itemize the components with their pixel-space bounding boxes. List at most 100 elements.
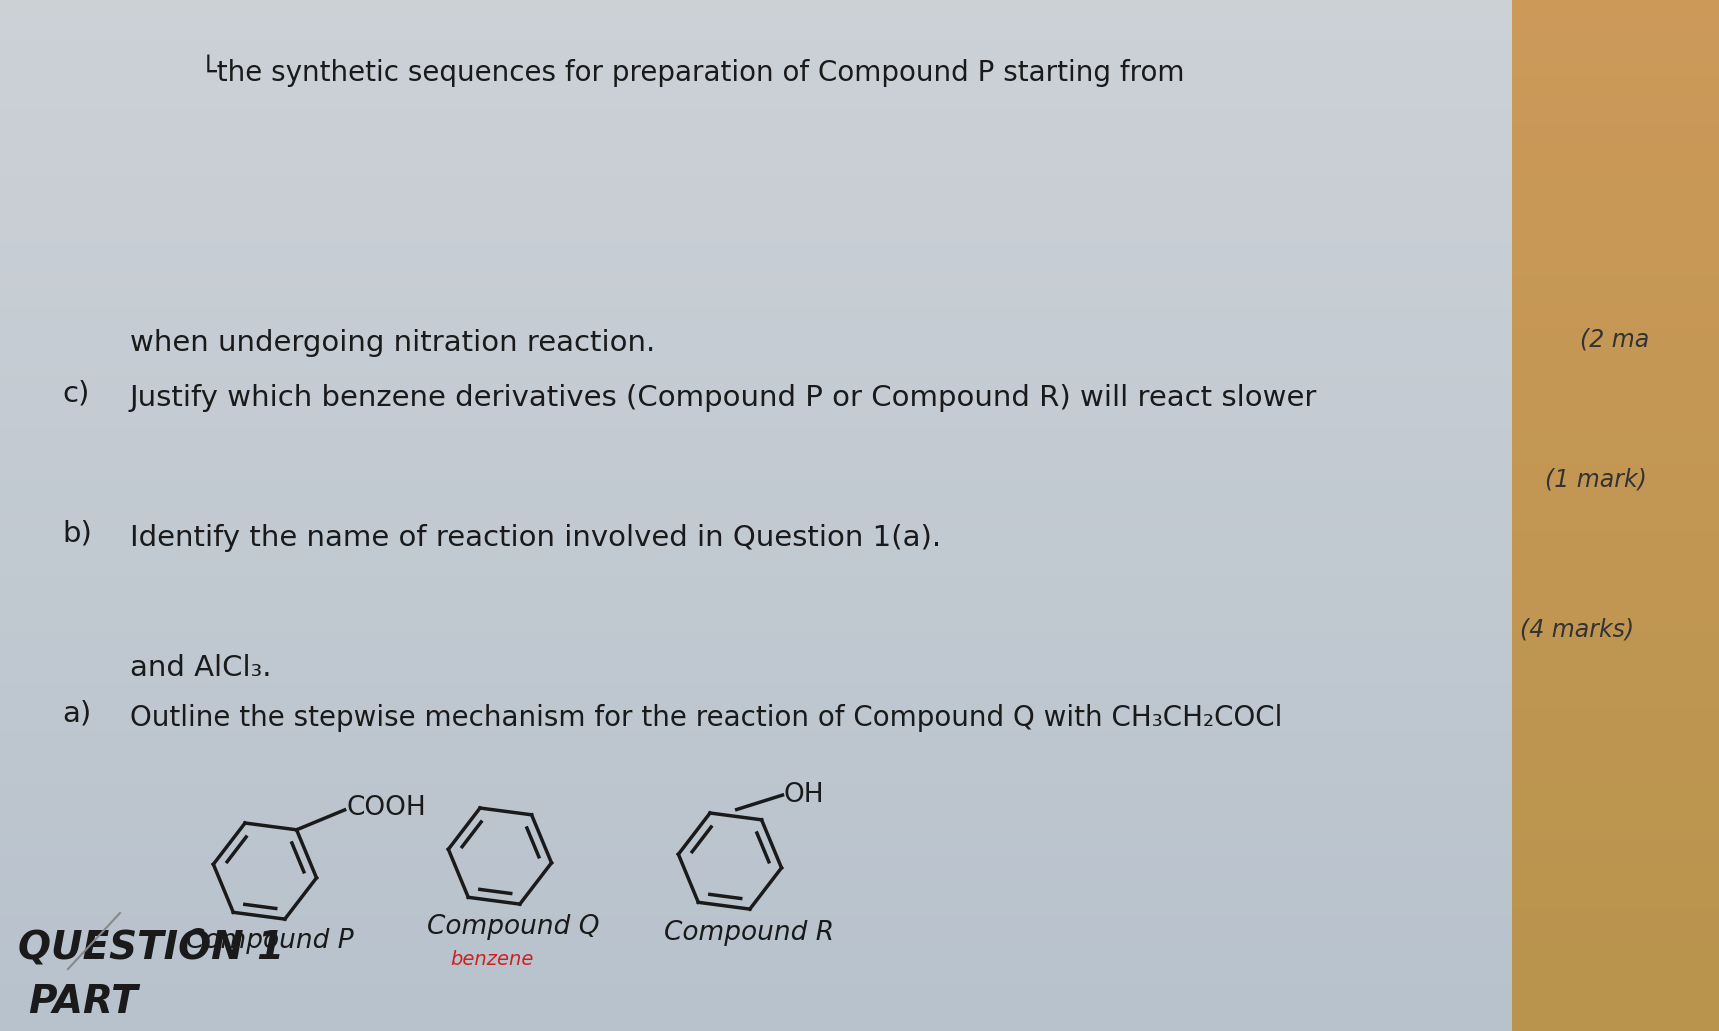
Bar xyxy=(1513,371,1719,373)
Bar xyxy=(1513,128,1719,129)
Bar xyxy=(1513,120,1719,121)
Bar xyxy=(1513,723,1719,724)
Bar xyxy=(1513,931,1719,932)
Bar xyxy=(1513,836,1719,838)
Bar xyxy=(1513,831,1719,833)
Bar xyxy=(0,544,1513,546)
Bar xyxy=(1513,370,1719,372)
Bar xyxy=(1513,296,1719,297)
Bar xyxy=(0,395,1513,396)
Bar xyxy=(1513,760,1719,761)
Bar xyxy=(0,220,1513,221)
Bar xyxy=(1513,609,1719,611)
Bar xyxy=(0,492,1513,493)
Bar xyxy=(0,95,1513,96)
Bar xyxy=(1513,1013,1719,1015)
Bar xyxy=(0,865,1513,867)
Bar xyxy=(1513,201,1719,203)
Bar xyxy=(0,867,1513,869)
Bar xyxy=(1513,476,1719,478)
Bar xyxy=(1513,1024,1719,1025)
Bar xyxy=(0,366,1513,368)
Bar xyxy=(0,860,1513,861)
Bar xyxy=(1513,510,1719,512)
Bar xyxy=(1513,488,1719,489)
Bar xyxy=(0,888,1513,889)
Bar xyxy=(0,574,1513,576)
Bar xyxy=(0,701,1513,703)
Bar xyxy=(1513,318,1719,319)
Bar xyxy=(0,340,1513,342)
Bar xyxy=(0,446,1513,448)
Bar xyxy=(1513,259,1719,260)
Bar xyxy=(0,525,1513,526)
Bar xyxy=(0,941,1513,943)
Bar xyxy=(1513,440,1719,442)
Bar xyxy=(0,657,1513,658)
Bar xyxy=(0,377,1513,379)
Bar xyxy=(1513,648,1719,650)
Bar xyxy=(0,784,1513,785)
Bar xyxy=(0,965,1513,967)
Bar xyxy=(1513,133,1719,135)
Bar xyxy=(1513,573,1719,575)
Bar xyxy=(0,577,1513,579)
Bar xyxy=(0,97,1513,98)
Bar xyxy=(0,250,1513,251)
Bar xyxy=(1513,1007,1719,1009)
Bar xyxy=(1513,865,1719,866)
Bar xyxy=(0,999,1513,1001)
Bar xyxy=(1513,989,1719,990)
Bar xyxy=(0,422,1513,423)
Bar xyxy=(0,135,1513,137)
Bar xyxy=(0,499,1513,501)
Bar xyxy=(1513,348,1719,350)
Bar xyxy=(0,718,1513,719)
Bar xyxy=(1513,389,1719,390)
Bar xyxy=(0,273,1513,275)
Bar xyxy=(0,224,1513,225)
Bar xyxy=(0,106,1513,108)
Bar xyxy=(0,85,1513,86)
Bar xyxy=(1513,534,1719,536)
Bar xyxy=(1513,864,1719,865)
Bar xyxy=(0,990,1513,991)
Bar xyxy=(0,959,1513,960)
Bar xyxy=(0,737,1513,739)
Bar xyxy=(0,509,1513,511)
Bar xyxy=(0,757,1513,758)
Bar xyxy=(0,117,1513,118)
Bar xyxy=(1513,548,1719,550)
Bar xyxy=(0,350,1513,351)
Bar xyxy=(0,763,1513,764)
Bar xyxy=(1513,2,1719,4)
Bar xyxy=(0,166,1513,167)
Bar xyxy=(1513,673,1719,675)
Bar xyxy=(1513,442,1719,444)
Bar xyxy=(0,371,1513,373)
Bar xyxy=(1513,599,1719,600)
Bar xyxy=(0,299,1513,301)
Bar xyxy=(1513,359,1719,360)
Bar xyxy=(1513,275,1719,277)
Bar xyxy=(1513,561,1719,562)
Bar xyxy=(0,20,1513,21)
Bar xyxy=(0,408,1513,410)
Bar xyxy=(1513,343,1719,345)
Bar xyxy=(0,24,1513,25)
Bar xyxy=(1513,733,1719,735)
Bar xyxy=(1513,611,1719,613)
Bar xyxy=(0,647,1513,648)
Bar xyxy=(1513,121,1719,122)
Bar xyxy=(0,820,1513,821)
Bar xyxy=(0,811,1513,813)
Bar xyxy=(0,468,1513,470)
Bar xyxy=(1513,555,1719,556)
Bar xyxy=(1513,597,1719,598)
Bar xyxy=(0,659,1513,660)
Bar xyxy=(0,138,1513,140)
Bar xyxy=(0,152,1513,153)
Bar xyxy=(0,3,1513,5)
Bar xyxy=(1513,869,1719,871)
Bar xyxy=(1513,204,1719,206)
